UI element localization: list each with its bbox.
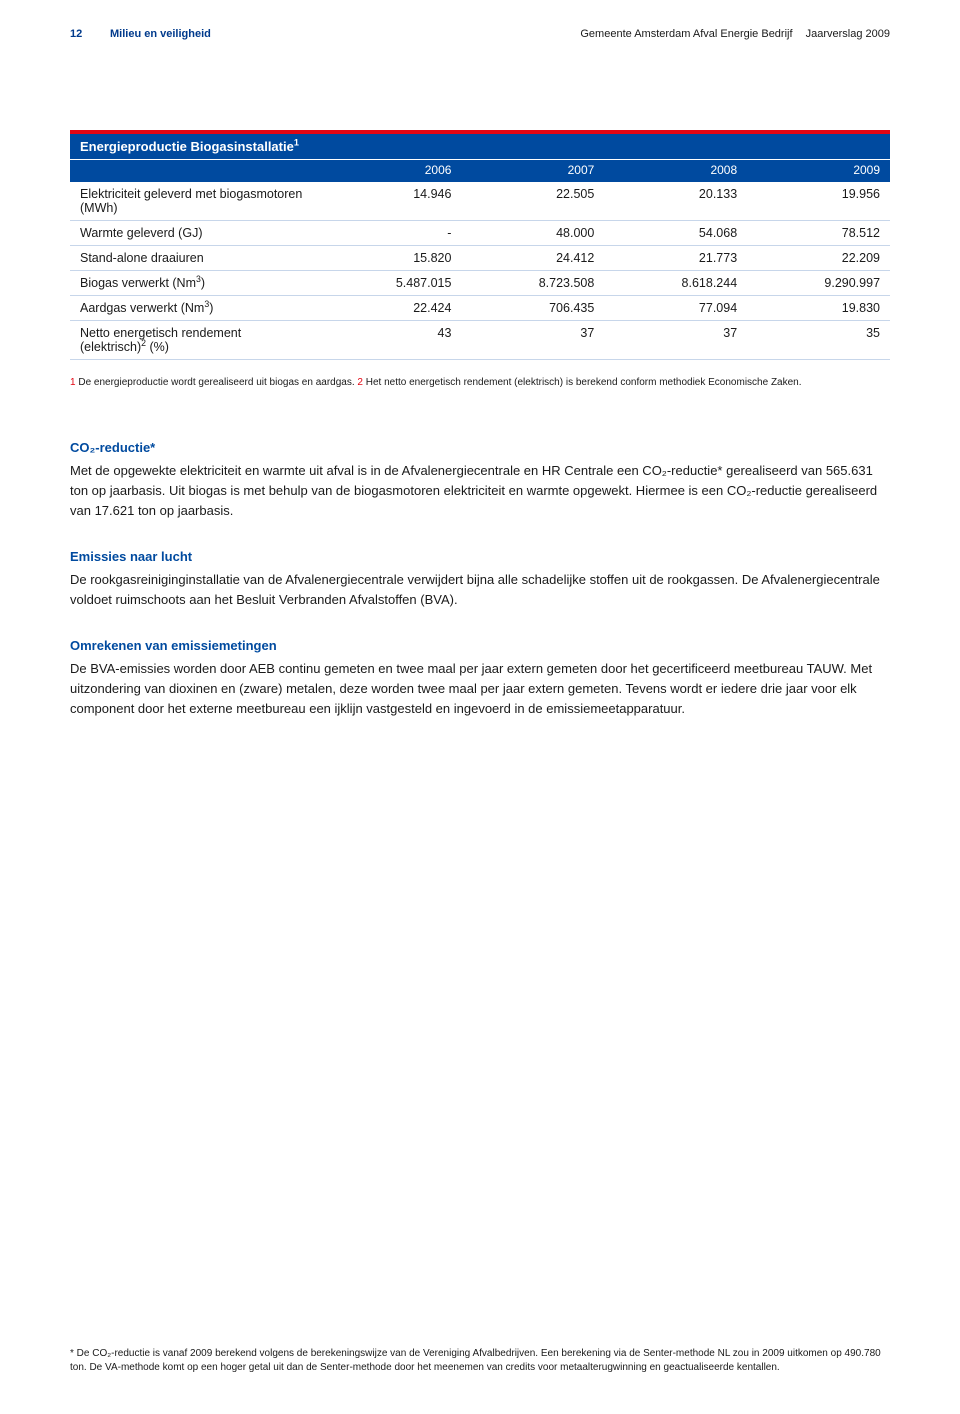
cell: 5.487.015 xyxy=(309,276,452,290)
cell: 24.412 xyxy=(451,251,594,265)
row-label: Warmte geleverd (GJ) xyxy=(80,226,309,240)
cell: 78.512 xyxy=(737,226,880,240)
page-header: 12 Milieu en veiligheid Gemeente Amsterd… xyxy=(70,28,890,40)
row-label: Aardgas verwerkt (Nm3) xyxy=(80,301,309,315)
cell: 54.068 xyxy=(594,226,737,240)
table-title-text: Energieproductie Biogasinstallatie xyxy=(80,139,294,154)
cell: 21.773 xyxy=(594,251,737,265)
section-body: De rookgasreiniginginstallatie van de Af… xyxy=(70,570,890,610)
cell: - xyxy=(309,226,452,240)
row-label: Biogas verwerkt (Nm3) xyxy=(80,276,309,290)
cell: 20.133 xyxy=(594,187,737,215)
section-body: De BVA-emissies worden door AEB continu … xyxy=(70,659,890,719)
table-row: Aardgas verwerkt (Nm3)22.424706.43577.09… xyxy=(70,296,890,321)
table-title-sup: 1 xyxy=(294,138,299,148)
cell: 22.209 xyxy=(737,251,880,265)
table-header-blank xyxy=(80,163,309,177)
row-label: Stand-alone draaiuren xyxy=(80,251,309,265)
table-row: Elektriciteit geleverd met biogasmotoren… xyxy=(70,182,890,221)
cell: 15.820 xyxy=(309,251,452,265)
col-2006: 2006 xyxy=(309,163,452,177)
cell: 43 xyxy=(309,326,452,354)
col-2007: 2007 xyxy=(451,163,594,177)
cell: 8.618.244 xyxy=(594,276,737,290)
cell: 48.000 xyxy=(451,226,594,240)
cell: 77.094 xyxy=(594,301,737,315)
body-section: CO₂-reductie* Met de opgewekte elektricit… xyxy=(70,440,890,521)
cell: 19.830 xyxy=(737,301,880,315)
body-section: Omrekenen van emissiemetingen De BVA-emis… xyxy=(70,638,890,719)
cell: 35 xyxy=(737,326,880,354)
cell: 706.435 xyxy=(451,301,594,315)
cell: 22.505 xyxy=(451,187,594,215)
table-title: Energieproductie Biogasinstallatie1 xyxy=(70,130,890,159)
table-header-row: 2006 2007 2008 2009 xyxy=(70,160,890,182)
header-right: Gemeente Amsterdam Afval Energie Bedrijf… xyxy=(580,28,890,40)
section-title: Emissies naar lucht xyxy=(70,549,890,564)
cell: 37 xyxy=(594,326,737,354)
row-label: Netto energetisch rendement (elektrisch)… xyxy=(80,326,309,354)
col-2009: 2009 xyxy=(737,163,880,177)
header-report: Jaarverslag 2009 xyxy=(806,28,890,40)
cell: 22.424 xyxy=(309,301,452,315)
table-row: Stand-alone draaiuren15.82024.41221.7732… xyxy=(70,246,890,271)
table-row: Warmte geleverd (GJ)-48.00054.06878.512 xyxy=(70,221,890,246)
cell: 14.946 xyxy=(309,187,452,215)
cell: 37 xyxy=(451,326,594,354)
cell: 8.723.508 xyxy=(451,276,594,290)
table-row: Biogas verwerkt (Nm3)5.487.0158.723.5088… xyxy=(70,271,890,296)
header-section: Milieu en veiligheid xyxy=(110,28,580,40)
section-body: Met de opgewekte elektriciteit en warmte… xyxy=(70,461,890,521)
section-title: Omrekenen van emissiemetingen xyxy=(70,638,890,653)
bottom-footnote: * De CO₂-reductie is vanaf 2009 berekend… xyxy=(70,1347,890,1374)
section-title: CO₂-reductie* xyxy=(70,440,890,455)
header-org: Gemeente Amsterdam Afval Energie Bedrijf xyxy=(580,28,792,40)
footnote-1-text: De energieproductie wordt gerealiseerd u… xyxy=(76,377,358,388)
cell: 9.290.997 xyxy=(737,276,880,290)
footnote-2-text: Het netto energetisch rendement (elektri… xyxy=(363,377,802,388)
page-number: 12 xyxy=(70,28,110,40)
row-label: Elektriciteit geleverd met biogasmotoren… xyxy=(80,187,309,215)
cell: 19.956 xyxy=(737,187,880,215)
col-2008: 2008 xyxy=(594,163,737,177)
biogas-table: Energieproductie Biogasinstallatie1 2006… xyxy=(70,130,890,360)
table-row: Netto energetisch rendement (elektrisch)… xyxy=(70,321,890,360)
table-footnote: 1 De energieproductie wordt gerealiseerd… xyxy=(70,376,890,390)
body-section: Emissies naar lucht De rookgasreinigingin… xyxy=(70,549,890,610)
